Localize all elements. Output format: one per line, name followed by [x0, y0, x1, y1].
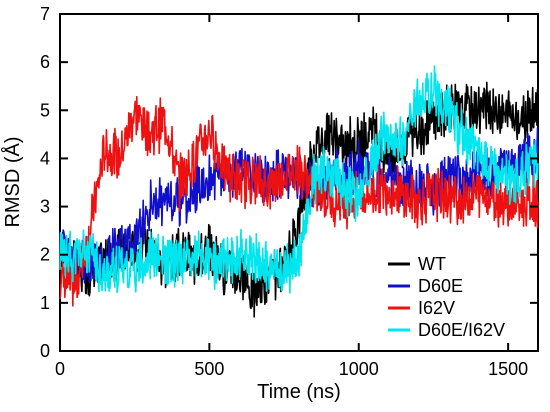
legend-label: WT	[418, 254, 446, 274]
y-tick-label: 2	[40, 245, 50, 265]
series-line-d60e-i62v	[59, 65, 539, 294]
x-tick-label: 500	[194, 359, 224, 379]
series-line-d60e	[59, 127, 539, 284]
y-tick-label: 7	[40, 4, 50, 24]
legend-label: D60E	[418, 276, 463, 296]
y-tick-label: 1	[40, 293, 50, 313]
plot-frame	[59, 13, 539, 352]
series-line-i62v	[59, 95, 539, 307]
x-tick-label: 1500	[488, 359, 528, 379]
legend-label: I62V	[418, 298, 455, 318]
series-layer	[59, 65, 539, 318]
y-tick-label: 3	[40, 197, 50, 217]
legend-label: D60E/I62V	[418, 320, 505, 340]
ticks-layer: 0 500 1000 1500 0 1 2 3 4 5 6 7	[40, 4, 538, 379]
y-axis-label: RMSD (Å)	[1, 136, 24, 227]
x-axis-label: Time (ns)	[257, 381, 341, 403]
y-tick-label: 0	[40, 341, 50, 361]
y-tick-label: 5	[40, 100, 50, 120]
x-tick-label: 0	[55, 359, 65, 379]
y-tick-label: 4	[40, 148, 50, 168]
y-tick-label: 6	[40, 52, 50, 72]
x-tick-label: 1000	[339, 359, 379, 379]
